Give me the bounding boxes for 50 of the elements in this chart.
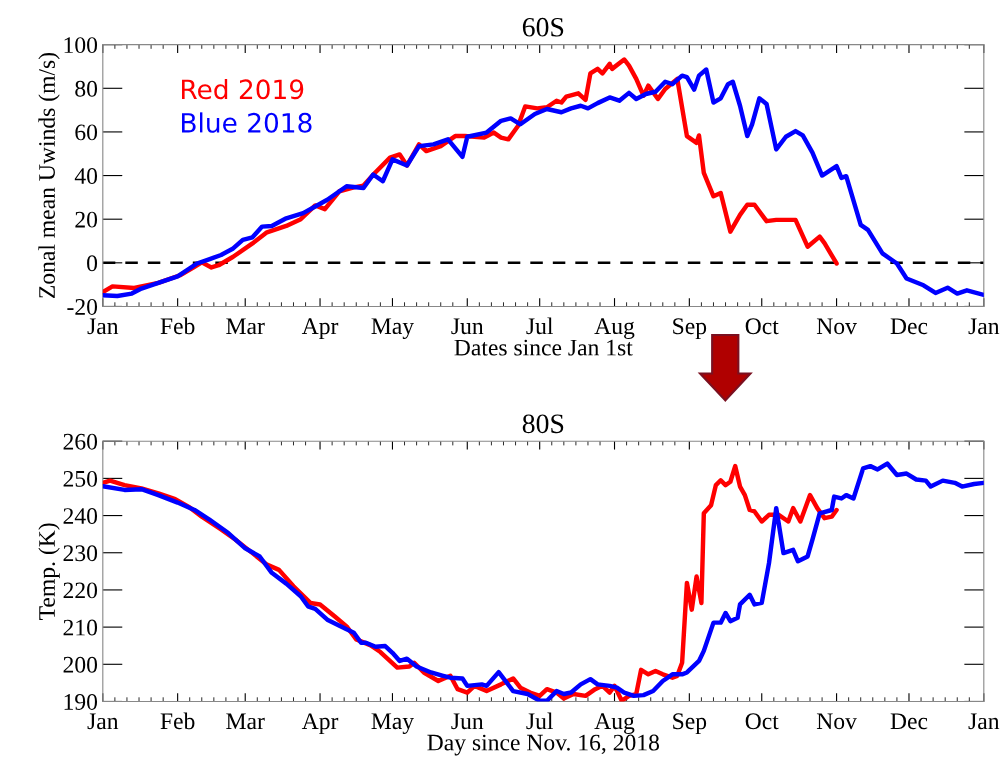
x-tick-label: Jul [526,712,553,730]
x-tick-label: Nov [816,713,857,730]
x-tick-label: Mar [226,713,265,730]
y-tick-label: 220 [63,582,98,599]
x-tick-label: Nov [816,318,857,335]
x-tick-label: Oct [745,318,779,335]
x-tick-label: Jun [451,318,484,335]
y-tick-label: 190 [64,693,98,710]
text: Blue 2018 [182,112,312,133]
y-tick-label: 60 [75,124,98,141]
y-tick-label: 240 [63,508,98,524]
x-tick-label: May [371,318,414,339]
x-tick-label: Jan [87,318,119,335]
x-tick-label: Jan [968,713,1000,730]
chart-title: 60S [522,17,564,37]
x-tick-label: Mar [226,318,265,335]
y-tick-label: 100 [64,37,98,54]
x-tick-label: Jan [968,318,1000,335]
x-tick-label: Jul [526,317,553,335]
y-tick-label: 20 [75,211,98,228]
x-axis-title: Day since Nov. 16, 2018 [427,734,660,756]
y-axis-title: Zonal mean Uwinds (m/s) [38,52,60,299]
x-tick-label: Apr [301,713,339,734]
x-tick-label: Sep [673,713,707,734]
x-tick-label: Aug [594,318,635,339]
x-tick-label: May [371,713,414,734]
y-tick-label: 260 [63,433,98,450]
y-tick-label: 0 [87,255,98,272]
line-series [102,67,984,299]
x-tick-label: Aug [594,713,635,734]
y-axis-title: Temp. (K) [38,523,60,620]
text: Red 2019 [182,78,304,100]
chart-title: 80S [522,414,564,434]
x-tick-label: Dec [890,318,928,335]
x-tick-label: Oct [745,713,779,730]
y-tick-label: 230 [63,545,98,562]
x-axis-title: Dates since Jan 1st [454,339,633,356]
x-tick-label: Feb [160,712,195,730]
y-tick-label: -20 [67,298,98,315]
x-tick-label: Jun [451,713,484,730]
x-tick-label: Jan [87,713,119,730]
x-tick-label: Feb [160,317,195,335]
x-tick-label: Sep [673,318,707,339]
y-tick-label: 210 [63,619,98,636]
y-tick-label: 200 [63,656,98,673]
x-tick-label: Apr [301,318,339,339]
y-tick-label: 250 [63,470,98,487]
y-tick-label: 80 [75,80,98,97]
x-tick-label: Dec [890,713,928,730]
y-tick-label: 40 [74,168,98,184]
